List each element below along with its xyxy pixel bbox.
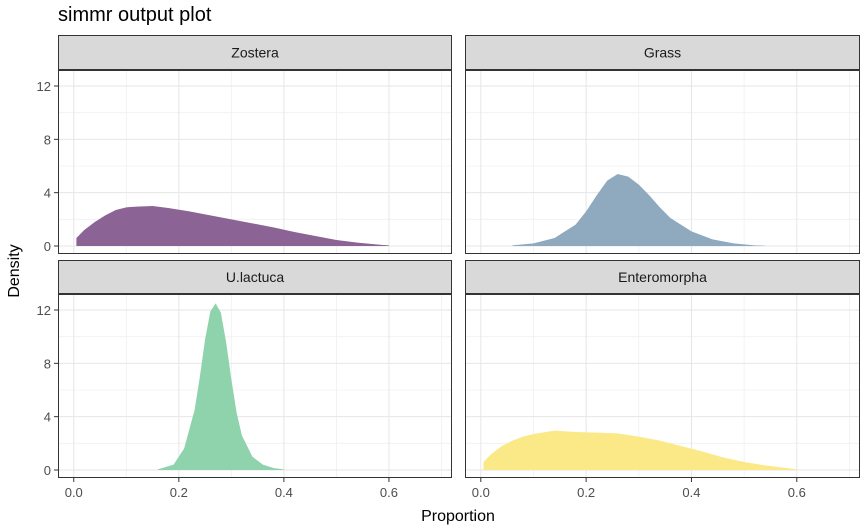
facet-strip-label: Zostera [231, 45, 279, 61]
facet-strip [465, 260, 860, 294]
x-tick-label: 0.2 [170, 485, 188, 500]
x-tick-label: 0.2 [577, 485, 595, 500]
x-tick-label: 0.6 [380, 485, 398, 500]
facet-strip [58, 35, 452, 70]
x-tick-label: 0.4 [682, 485, 700, 500]
facet-strip-label: Grass [644, 45, 681, 61]
panel-border [58, 70, 452, 254]
facet-strip-label: U.lactuca [226, 269, 285, 285]
chart-title: simmr output plot [58, 4, 212, 26]
density-area [483, 430, 797, 470]
x-tick-label: 0.6 [788, 485, 806, 500]
facet-strip [58, 260, 452, 294]
panel-border [465, 70, 860, 254]
x-tick-label: 0.0 [472, 485, 490, 500]
facet-panel: Zostera 0 4 8 12 [37, 35, 452, 254]
x-tick-label: 0.0 [65, 485, 83, 500]
x-tick-label: 0.4 [275, 485, 293, 500]
facet-panel: Enteromorpha 0.0 0.2 0.4 0.6 [465, 260, 860, 500]
facet-strip-label: Enteromorpha [618, 269, 707, 285]
panel-border [465, 294, 860, 478]
y-tick-label: 4 [44, 410, 51, 425]
y-tick-label: 8 [44, 356, 51, 371]
facet-panel: U.lactuca 0 4 8 12 0.0 0.2 0.4 0.6 [37, 260, 452, 500]
facet-strip [465, 35, 860, 70]
density-area [157, 303, 284, 470]
y-tick-label: 12 [37, 303, 51, 318]
x-axis-title: Proportion [421, 508, 495, 525]
y-axis-title: Density [6, 244, 23, 297]
facet-panel: Grass [465, 35, 860, 254]
y-tick-label: 12 [37, 79, 51, 94]
y-tick-label: 0 [44, 463, 51, 478]
y-tick-label: 0 [44, 239, 51, 254]
y-tick-label: 8 [44, 132, 51, 147]
y-tick-label: 4 [44, 186, 51, 201]
panel-background [58, 294, 452, 478]
density-area [76, 206, 389, 246]
panel-border [58, 294, 452, 478]
density-area [512, 174, 766, 246]
